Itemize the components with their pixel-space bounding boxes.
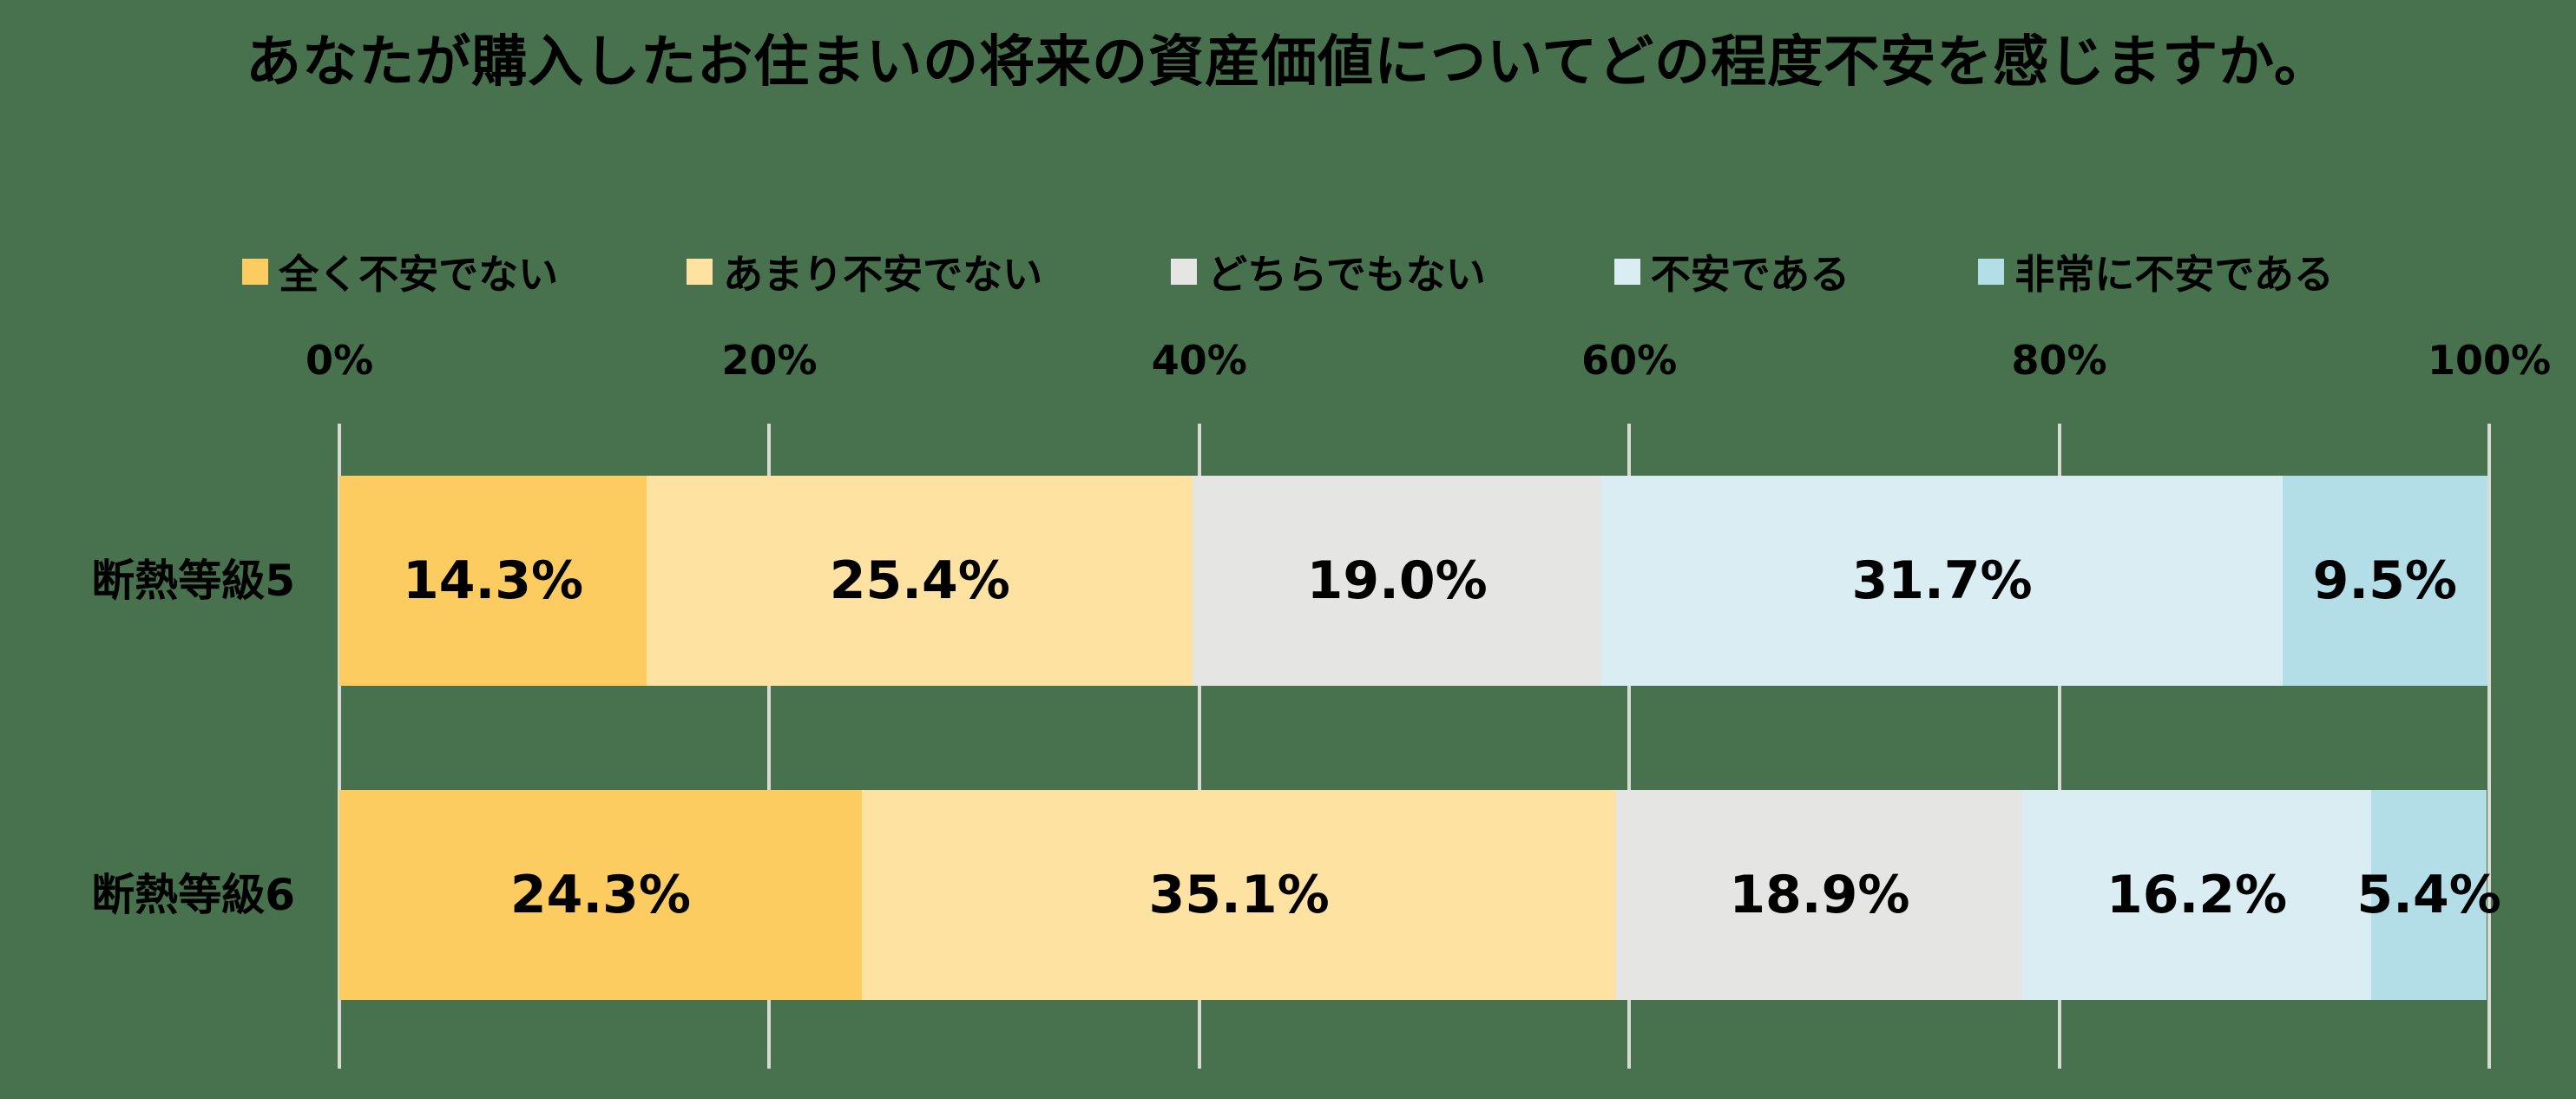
category-label: 断熱等級6	[91, 870, 295, 920]
bar-segment-label: 16.2%	[2106, 865, 2288, 925]
bar-segment-label: 19.0%	[1306, 550, 1488, 611]
legend-label: どちらでもない	[1207, 251, 1486, 298]
legend-swatch-icon	[242, 259, 269, 285]
bar-segment: 9.5%	[2283, 476, 2487, 686]
bar-segment: 18.9%	[1616, 790, 2023, 1000]
gridline	[1197, 424, 1201, 1069]
gridline	[2487, 424, 2491, 1069]
legend-item: 全く不安でない	[242, 243, 558, 300]
bar-segment: 19.0%	[1193, 476, 1601, 686]
legend-swatch-icon	[687, 259, 713, 285]
bar-segment-label: 5.4%	[2356, 865, 2501, 925]
category-label: 断熱等級5	[91, 556, 295, 606]
chart-title: あなたが購入したお住まいの将来の資産価値についてどの程度不安を感じますか。	[246, 30, 2330, 95]
legend-item: どちらでもない	[1171, 243, 1486, 300]
gridline	[338, 424, 341, 1069]
bar-segment-label: 24.3%	[509, 865, 692, 925]
x-axis-tick-label: 100%	[2427, 337, 2552, 384]
bar-segment: 31.7%	[1600, 476, 2284, 686]
legend-swatch-icon	[1613, 259, 1640, 285]
x-axis: 0% 20% 40% 60% 80% 100%	[306, 337, 2551, 385]
x-axis-tick-label: 60%	[1581, 337, 1678, 384]
plot-area: 14.3% 25.4% 19.0% 31.7% 9.5% 24.3% 35.1% 18.9% 1…	[338, 424, 2501, 1069]
bar-segment-label: 25.4%	[829, 550, 1010, 611]
gridline	[767, 424, 772, 1069]
legend-item: あまり不安でない	[687, 243, 1042, 300]
x-axis-tick-label: 80%	[2011, 337, 2107, 384]
bar-segment-label: 31.7%	[1851, 550, 2033, 611]
bar-row: 14.3% 25.4% 19.0% 31.7% 9.5%	[339, 476, 2489, 686]
bar-segment-label: 18.9%	[1729, 865, 1910, 925]
x-axis-tick-label: 20%	[721, 337, 818, 384]
legend-item: 不安である	[1613, 243, 1850, 300]
bar-segment-label: 14.3%	[403, 550, 584, 611]
bar-segment-label: 35.1%	[1148, 865, 1330, 925]
legend-item: 非常に不安である	[1978, 243, 2334, 300]
bar-segment-label: 9.5%	[2312, 550, 2458, 611]
gridline	[1627, 424, 1632, 1069]
legend-label: 不安である	[1650, 251, 1850, 298]
x-axis-tick-label: 0%	[305, 337, 374, 384]
bar-segment: 24.3%	[339, 790, 862, 1000]
legend-swatch-icon	[1171, 259, 1198, 285]
legend-label: 非常に不安である	[2014, 251, 2334, 298]
legend: 全く不安でない あまり不安でない どちらでもない 不安である 非常に不安である	[0, 243, 2576, 300]
legend-label: あまり不安でない	[723, 251, 1043, 298]
bar-segment: 5.4%	[2356, 790, 2501, 1000]
gridline	[2057, 424, 2061, 1069]
bar-segment: 16.2%	[2022, 790, 2371, 1000]
bar-row: 24.3% 35.1% 18.9% 16.2% 5.4%	[339, 790, 2501, 1000]
bar-segment: 25.4%	[647, 476, 1193, 686]
bar-segment: 35.1%	[861, 790, 1617, 1000]
bar-segment: 14.3%	[339, 476, 647, 686]
x-axis-tick-label: 40%	[1151, 337, 1247, 384]
legend-label: 全く不安でない	[279, 251, 559, 298]
legend-swatch-icon	[1978, 259, 2005, 285]
